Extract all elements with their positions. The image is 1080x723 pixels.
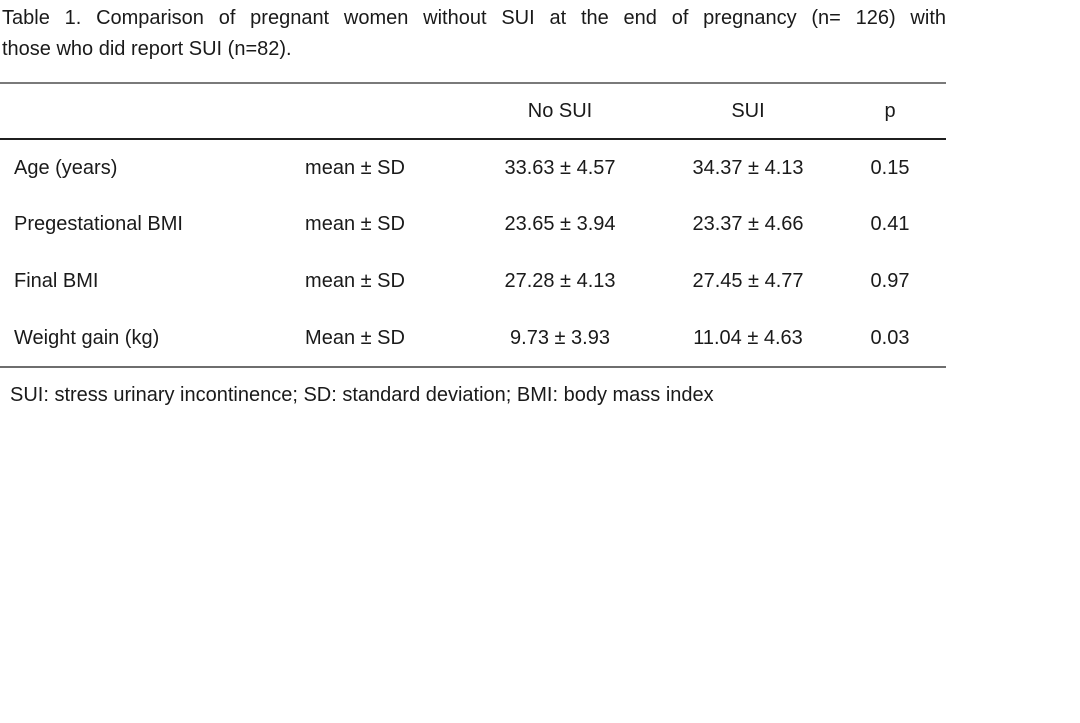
header-cell-p: p [834,83,946,140]
cell-p: 0.15 [870,156,910,179]
header-cell-label [0,83,252,140]
cell-sui: 23.37 ± 4.66 [692,213,804,235]
cell-sui: 11.04 ± 4.63 [693,326,803,349]
row-label: Pregestational BMI [14,213,183,235]
table-caption: Table 1. Comparison of pregnant women wi… [2,3,946,65]
row-label: Final BMI [14,270,99,292]
comparison-table: No SUI SUI p Age (years) mean ± SD 33.63… [0,82,946,368]
caption-line-1: Table 1. Comparison of pregnant women wi… [2,7,946,29]
row-label: Weight gain (kg) [14,326,160,349]
table-row: Weight gain (kg) Mean ± SD 9.73 ± 3.93 1… [0,310,946,367]
table-header-row: No SUI SUI p [0,83,946,140]
cell-no-sui: 27.28 ± 4.13 [504,270,616,292]
page: Table 1. Comparison of pregnant women wi… [0,3,1080,723]
cell-sui: 34.37 ± 4.13 [692,156,804,179]
cell-no-sui: 33.63 ± 4.57 [504,156,616,179]
table-row: Age (years) mean ± SD 33.63 ± 4.57 34.37… [0,139,946,196]
row-measure: Mean ± SD [305,326,405,349]
table-row: Final BMI mean ± SD 27.28 ± 4.13 27.45 ±… [0,253,946,310]
header-cell-sui: SUI [662,83,834,140]
cell-sui: 27.45 ± 4.77 [692,270,804,292]
cell-no-sui: 9.73 ± 3.93 [510,326,610,349]
row-measure: mean ± SD [305,156,405,179]
table-row: Pregestational BMI mean ± SD 23.65 ± 3.9… [0,196,946,253]
table-footnote: SUI: stress urinary incontinence; SD: st… [10,384,714,406]
cell-no-sui: 23.65 ± 3.94 [504,213,616,235]
cell-p: 0.97 [870,270,910,292]
row-measure: mean ± SD [305,213,405,235]
cell-p: 0.41 [870,213,910,235]
row-label: Age (years) [14,156,118,179]
caption-line-2: those who did report SUI (n=82). [2,38,292,60]
header-cell-measure [252,83,458,140]
row-measure: mean ± SD [305,270,405,292]
cell-p: 0.03 [870,326,910,349]
header-cell-no-sui: No SUI [458,83,662,140]
